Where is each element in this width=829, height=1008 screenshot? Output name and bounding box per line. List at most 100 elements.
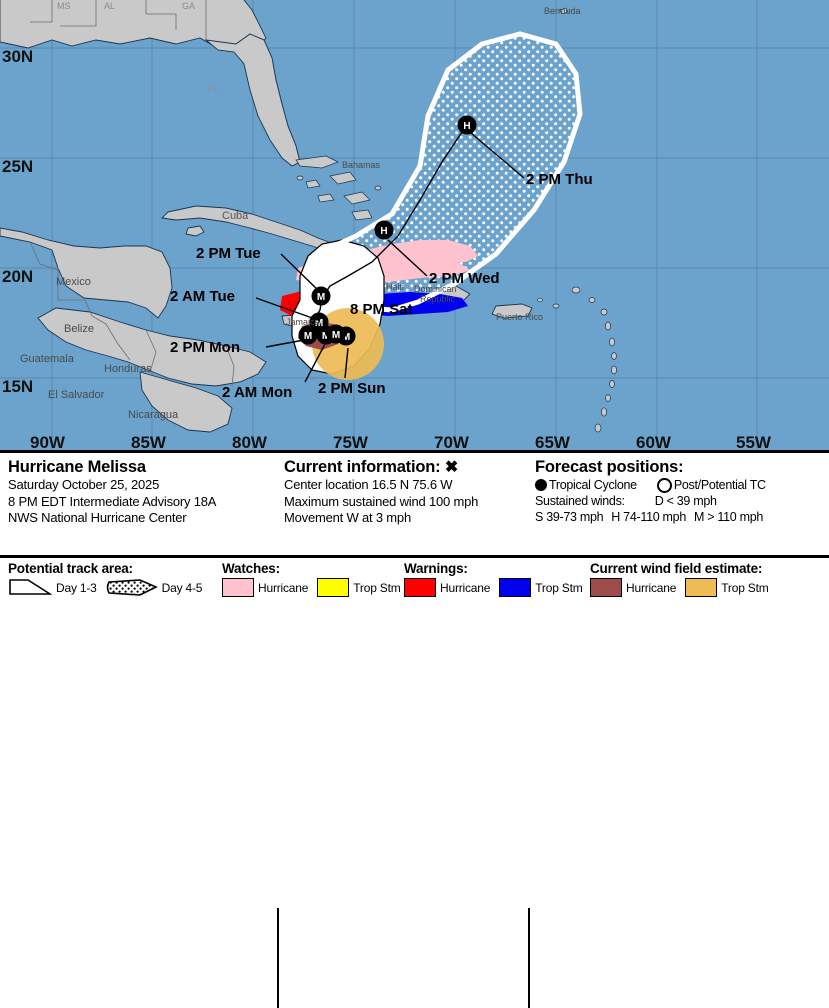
warn-tropstm-swatch-icon [499,578,532,597]
geo-label-el-salvador: El Salvador [48,389,105,401]
map-canvas[interactable]: M M M M M [0,0,829,450]
forecast-label-2pm-wed: 2 PM Wed [429,270,500,287]
forecast-label-2pm-tue: 2 PM Tue [196,245,261,262]
legend-watches: Watches: Hurricane Trop Stm [222,558,401,597]
legend-panel: Potential track area: Day 1-3 [0,555,829,609]
forecast-position-nodes[interactable]: M M M M M [298,115,477,346]
wind-tropstm-swatch-icon [685,578,718,597]
sustained-winds-row: Sustained winds: D < 39 mph [535,493,827,509]
lon-label-60w: 60W [636,433,672,450]
node-2pm-tue[interactable]: M [326,324,346,344]
legend-day-1-3-label: Day 1-3 [56,580,97,595]
forecast-map[interactable]: M M M M M [0,0,829,450]
forecast-label-2am-tue: 2 AM Tue [170,288,235,305]
watch-tropstm-swatch-icon [317,578,350,597]
legend-watch-tropstm-label: Trop Stm [353,580,401,595]
lat-label-15n: 15N [2,377,33,396]
legend-day-1-3-item: Day 1-3 [8,578,97,597]
forecast-label-2pm-sun: 2 PM Sun [318,380,386,397]
svg-text:M: M [332,330,340,341]
legend-warnings: Warnings: Hurricane Trop Stm [404,558,584,597]
info-panel: Hurricane Melissa Saturday October 25, 2… [0,450,829,1008]
legend-warn-tropstm-item: Trop Stm [499,578,583,597]
geo-label-belize: Belize [64,323,94,335]
wind-class-d: D < 39 mph [654,494,717,508]
current-information-block: Current information: ✖ Center location 1… [284,453,528,527]
geo-label-puerto-rico: Puerto Rico [496,312,543,322]
legend-warn-hurricane-label: Hurricane [440,580,491,595]
forecast-positions-block: Forecast positions: Tropical Cyclone Pos… [535,453,827,525]
legend-watches-title: Watches: [222,561,280,576]
storm-agency: NWS National Hurricane Center [8,510,187,525]
wind-class-m: M > 110 mph [693,510,764,524]
forecast-label-2am-mon: 2 AM Mon [222,384,292,401]
legend-warn-tropstm-label: Trop Stm [535,580,583,595]
geo-label-jamaica: Jamaica [286,317,320,327]
movement: Movement W at 3 mph [284,510,411,525]
storm-identity-block: Hurricane Melissa Saturday October 25, 2… [8,453,276,527]
center-location: Center location 16.5 N 75.6 W [284,477,453,492]
lat-label-30n: 30N [2,47,33,66]
svg-text:M: M [342,332,350,343]
node-2am-tue[interactable]: M [311,286,331,306]
legend-wind-hurricane-label: Hurricane [626,580,677,595]
svg-text:M: M [315,318,323,329]
forecast-symbol-row: Tropical Cyclone Post/Potential TC [535,477,827,493]
tropical-cyclone-dot-icon [535,479,547,491]
info-divider-1 [277,908,279,1008]
state-label-ga: GA [182,1,195,11]
lon-label-75w: 75W [333,433,369,450]
map-axis-labels: 30N 25N 20N 15N 90W 85W 80W 75W 70W 65W … [2,47,772,450]
map-geo-labels: Bermuda Bahamas Cuba Jamaica Haiti Domin… [20,6,581,421]
geo-label-bermuda: Bermuda [544,6,581,16]
legend-wind-tropstm-item: Trop Stm [685,578,769,597]
post-potential-tc-circle-icon [656,477,672,493]
storm-advisory: 8 PM EDT Intermediate Advisory 18A [8,493,217,509]
geo-label-haiti: Haiti [386,282,404,292]
day-4-5-swatch-icon [106,579,158,596]
geo-label-cuba: Cuba [222,210,249,222]
forecast-label-2pm-mon: 2 PM Mon [170,339,240,356]
state-label-al: AL [104,1,115,11]
legend-wind-field-title: Current wind field estimate: [590,561,763,576]
sustained-winds-label: Sustained winds: [535,494,625,508]
lat-label-25n: 25N [2,157,33,176]
lon-label-90w: 90W [30,433,66,450]
warn-hurricane-swatch-icon [404,578,436,597]
current-information-title-text: Current information: [284,458,441,476]
geo-label-mexico: Mexico [56,276,91,288]
legend-warnings-title: Warnings: [404,561,468,576]
legend-watch-tropstm-item: Trop Stm [317,578,401,597]
legend-wind-field: Current wind field estimate: Hurricane T… [590,558,829,597]
legend-watch-hurricane-label: Hurricane [258,580,309,595]
node-2am-mon-b[interactable]: M [309,312,329,332]
lon-label-55w: 55W [736,433,772,450]
svg-text:H: H [380,226,387,237]
wind-classes-row: S 39-73 mph H 74-110 mph M > 110 mph [535,509,827,525]
legend-wind-hurricane-item: Hurricane [590,578,676,597]
lon-label-70w: 70W [434,433,470,450]
node-2pm-wed[interactable]: H [374,220,394,240]
storm-date: Saturday October 25, 2025 [8,477,160,492]
info-divider-2 [528,908,530,1008]
svg-text:H: H [463,121,470,132]
lon-label-80w: 80W [232,433,268,450]
watch-hurricane-swatch-icon [222,578,254,597]
svg-text:M: M [322,331,330,342]
geo-label-republic: Republic [420,294,456,304]
legend-potential-track-title: Potential track area: [8,561,133,576]
map-forecast-labels: 2 PM Thu 2 PM Wed 2 PM Tue 2 AM Tue 2 PM… [170,171,593,401]
node-2pm-thu[interactable]: H [457,115,477,135]
post-potential-tc-label: Post/Potential TC [673,478,766,492]
svg-text:M: M [317,292,325,303]
geo-label-nicaragua: Nicaragua [128,409,179,421]
current-information-title: Current information: ✖ [284,458,528,477]
label-leader-lines [255,132,525,383]
wind-class-h: H 74-110 mph [611,510,686,524]
cone-outline [328,31,583,313]
lon-label-85w: 85W [131,433,167,450]
legend-warn-hurricane-item: Hurricane [404,578,490,597]
wind-hurricane-swatch-icon [590,578,622,597]
legend-watch-hurricane-item: Hurricane [222,578,308,597]
